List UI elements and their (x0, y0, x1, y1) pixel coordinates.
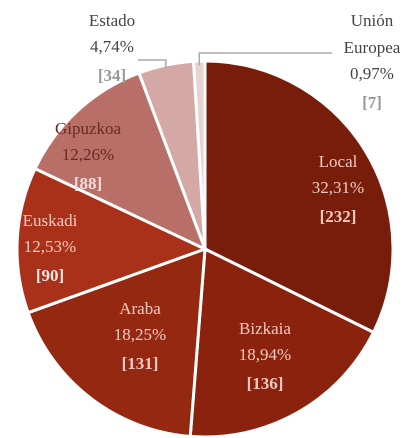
count-label: [136] (247, 374, 284, 393)
count-label: [88] (74, 174, 102, 193)
slice-label: Bizkaia (239, 319, 291, 338)
leader-line (198, 52, 332, 66)
value-label: 18,25% (114, 325, 166, 344)
slice-label: Local (319, 152, 358, 171)
value-label: 4,74% (90, 37, 134, 56)
slice-label: Estado (89, 11, 135, 30)
slice-label: Euskadi (23, 211, 78, 230)
slice-label: Araba (119, 299, 161, 318)
slice-label: Gipuzkoa (55, 119, 122, 138)
value-label: 32,31% (312, 178, 364, 197)
value-label: 18,94% (239, 345, 291, 364)
pie-slice (188, 246, 376, 438)
pie-slice (26, 246, 207, 438)
value-label: 12,26% (62, 145, 114, 164)
leader-line (138, 59, 167, 70)
count-label: [7] (362, 93, 382, 112)
pie-slice (15, 166, 209, 315)
pie-slice (33, 71, 208, 252)
count-label: [131] (122, 354, 159, 373)
count-label: [232] (320, 207, 357, 226)
count-label: [90] (36, 266, 64, 285)
value-label: 0,97% (350, 64, 394, 83)
count-label: [34] (98, 66, 126, 85)
pie-slice (203, 59, 395, 335)
slice-label: Unión Europea (344, 11, 401, 57)
value-label: 12,53% (24, 237, 76, 256)
